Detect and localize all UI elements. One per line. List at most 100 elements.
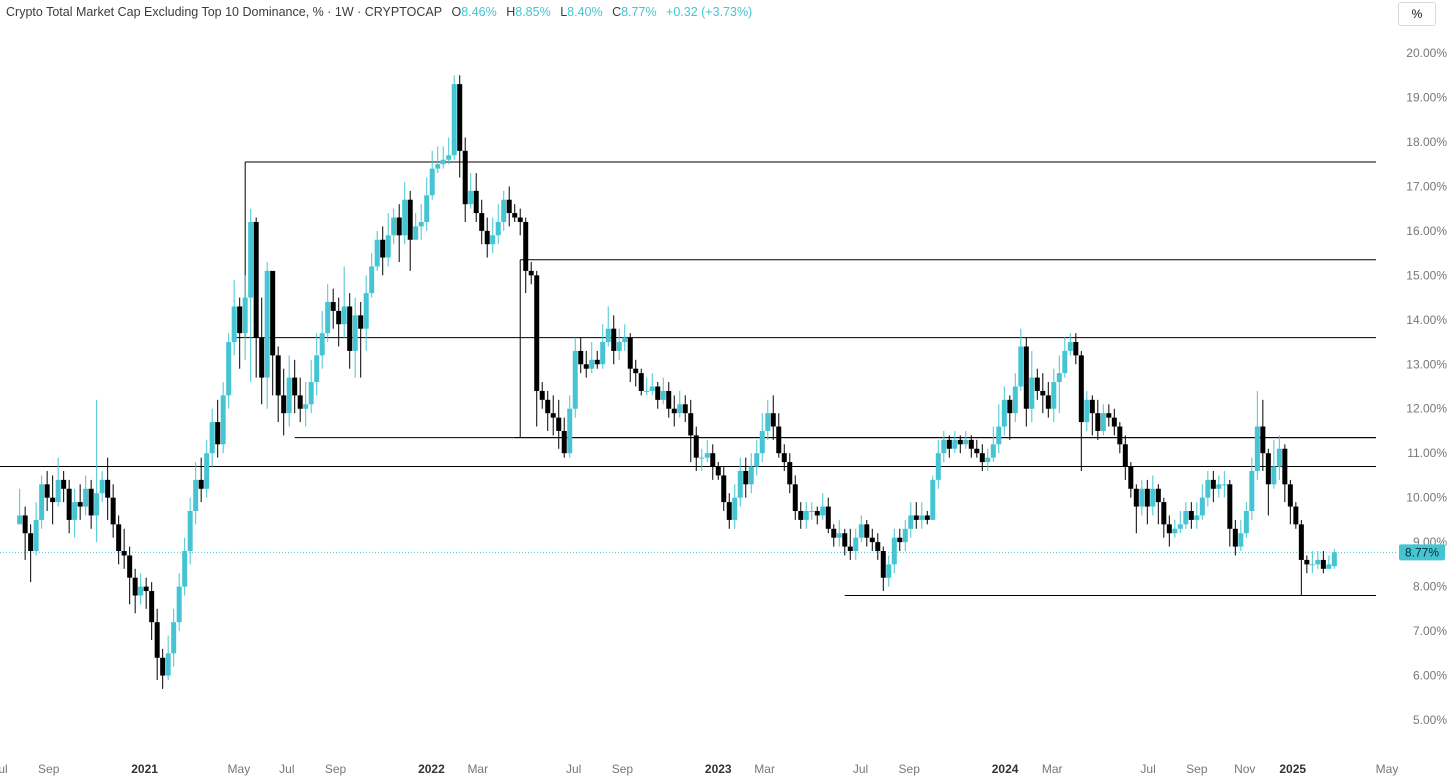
- candle-body: [627, 337, 633, 369]
- candle-body: [1056, 373, 1062, 383]
- candle-body: [759, 430, 765, 454]
- candle-body: [622, 337, 628, 343]
- candle-body: [484, 230, 490, 245]
- candle-body: [1029, 377, 1035, 409]
- candle-body: [462, 150, 468, 205]
- candle-body: [1084, 399, 1090, 423]
- candle-body: [275, 355, 281, 396]
- candle-body: [1265, 453, 1271, 485]
- candle-body: [1089, 399, 1095, 414]
- candle-body: [121, 551, 127, 556]
- candle-body: [1001, 399, 1007, 427]
- candle-body: [1188, 511, 1194, 520]
- candle-body: [743, 470, 749, 485]
- candle-body: [1210, 479, 1216, 489]
- y-tick-label: 12.00%: [1406, 402, 1447, 416]
- candle-body: [990, 444, 996, 458]
- candle-body: [655, 386, 661, 400]
- candle-body: [28, 533, 34, 552]
- percent-scale-button[interactable]: %: [1398, 2, 1436, 26]
- candle-body: [1007, 399, 1013, 414]
- candle-body: [633, 368, 639, 374]
- candle-body: [545, 399, 551, 414]
- candle-body: [253, 221, 259, 338]
- candle-body: [578, 350, 584, 365]
- candle-body: [1249, 470, 1255, 512]
- candle-body: [1276, 448, 1282, 467]
- y-tick-label: 20.00%: [1406, 46, 1447, 60]
- candle-body: [347, 306, 353, 351]
- candle-body: [814, 511, 820, 516]
- candle-body: [319, 333, 325, 356]
- y-tick-label: 17.00%: [1406, 179, 1447, 193]
- candle-body: [451, 84, 457, 156]
- candle-body: [1271, 466, 1277, 485]
- candle-body: [506, 199, 512, 214]
- candle-body: [468, 190, 474, 205]
- candle-body: [726, 502, 732, 520]
- candle-body: [968, 439, 974, 449]
- symbol-title: Crypto Total Market Cap Excluding Top 10…: [6, 5, 443, 19]
- candle-body: [1232, 528, 1238, 547]
- x-tick-label: Jul: [279, 762, 294, 776]
- candle-body: [237, 306, 243, 334]
- candle-body: [385, 235, 391, 258]
- x-tick-label: Mar: [754, 762, 775, 776]
- candle-body: [61, 479, 67, 489]
- candle-body: [209, 422, 215, 454]
- y-tick-label: 15.00%: [1406, 268, 1447, 282]
- candle-body: [523, 221, 529, 271]
- candle-body: [1155, 488, 1161, 503]
- ohlc-close: C8.77%: [612, 5, 657, 19]
- candle-body: [429, 168, 435, 196]
- y-tick-label: 10.00%: [1406, 491, 1447, 505]
- candle-body: [913, 515, 919, 520]
- x-tick-label: Jul: [1140, 762, 1155, 776]
- candle-body: [33, 519, 39, 552]
- candle-body: [682, 404, 688, 414]
- ohlc-low: L8.40%: [560, 5, 603, 19]
- candle-body: [539, 390, 545, 400]
- ohlc-high: H8.85%: [506, 5, 551, 19]
- candle-body: [699, 457, 705, 459]
- candle-body: [143, 586, 149, 592]
- candle-body: [490, 235, 496, 245]
- candle-body: [589, 359, 595, 369]
- candle-body: [1199, 497, 1205, 516]
- candle-body: [737, 470, 743, 498]
- candle-body: [352, 315, 358, 351]
- candle-body: [1045, 395, 1051, 409]
- candle-body: [22, 515, 28, 534]
- candle-body: [1139, 488, 1145, 507]
- candle-body: [1260, 426, 1266, 454]
- candle-body: [1194, 515, 1200, 520]
- candle-body: [688, 413, 694, 436]
- candle-body: [248, 221, 254, 298]
- x-tick-label: 2021: [131, 762, 158, 776]
- y-tick-label: 18.00%: [1406, 135, 1447, 149]
- candle-body: [792, 484, 798, 512]
- candle-body: [1117, 426, 1123, 445]
- candle-body: [94, 493, 100, 516]
- candle-body: [99, 479, 105, 494]
- candle-body: [666, 390, 672, 409]
- candle-body: [457, 84, 463, 151]
- candle-body: [710, 453, 716, 467]
- x-tick-label: 2022: [418, 762, 445, 776]
- candle-body: [303, 404, 309, 409]
- candle-body: [72, 502, 78, 520]
- candle-body: [1100, 413, 1106, 431]
- candle-body: [919, 515, 925, 520]
- candle-body: [704, 453, 710, 458]
- candle-body: [594, 359, 600, 365]
- candle-body: [264, 270, 270, 378]
- candle-body: [396, 217, 402, 236]
- candle-body: [1293, 506, 1299, 525]
- candle-body: [748, 466, 754, 485]
- candle-body: [1304, 559, 1310, 565]
- candle-body: [132, 577, 138, 596]
- candle-body: [17, 515, 23, 525]
- candle-body: [572, 350, 578, 409]
- candle-body: [1133, 488, 1139, 507]
